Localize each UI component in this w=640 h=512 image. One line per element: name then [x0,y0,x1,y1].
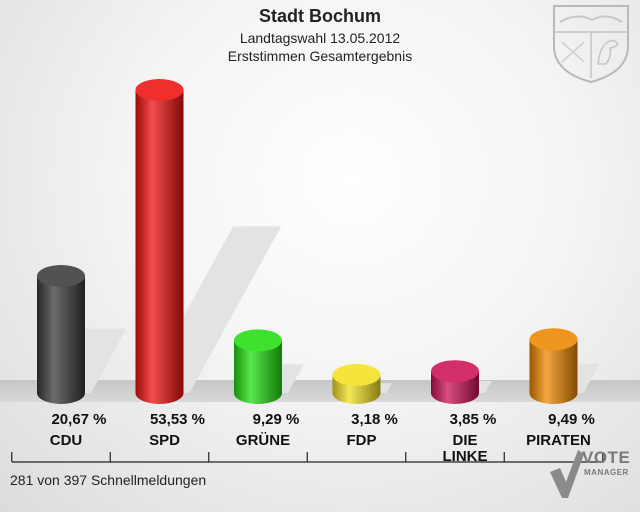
value-label: 3,18 % [351,411,398,428]
bar-cdu [37,265,85,404]
category-label: DIE [452,432,477,449]
category-label: GRÜNE [236,432,290,449]
category-label: SPD [149,432,180,449]
chart-subtitle-2: Erststimmen Gesamtergebnis [227,48,413,64]
bar-grüne [234,329,282,404]
chart-title: Stadt Bochum [258,6,381,26]
logo-word-manager: MANAGER [584,468,629,477]
category-label: CDU [50,432,83,449]
bar-piraten [529,328,578,404]
value-label: 9,29 % [253,411,300,428]
category-label: PIRATEN [526,432,591,449]
report-status: 281 von 397 Schnellmeldungen [10,472,207,488]
bar-fdp [332,364,381,404]
value-label: 3,85 % [450,411,497,428]
value-label: 9,49 % [548,411,595,428]
category-label: FDP [347,432,377,449]
votemanager-logo: VOTE MANAGER [548,446,638,502]
category-label: LINKE [443,448,488,465]
checkmark-logo-icon [550,450,584,498]
logo-word-vote: VOTE [582,448,631,467]
coat-of-arms-icon [553,5,629,84]
chart-subtitle: Landtagswahl 13.05.2012 [239,30,401,46]
bar-die-linke [431,360,479,404]
bar-spd [135,79,184,404]
value-label: 20,67 % [51,411,106,428]
value-label: 53,53 % [150,411,205,428]
